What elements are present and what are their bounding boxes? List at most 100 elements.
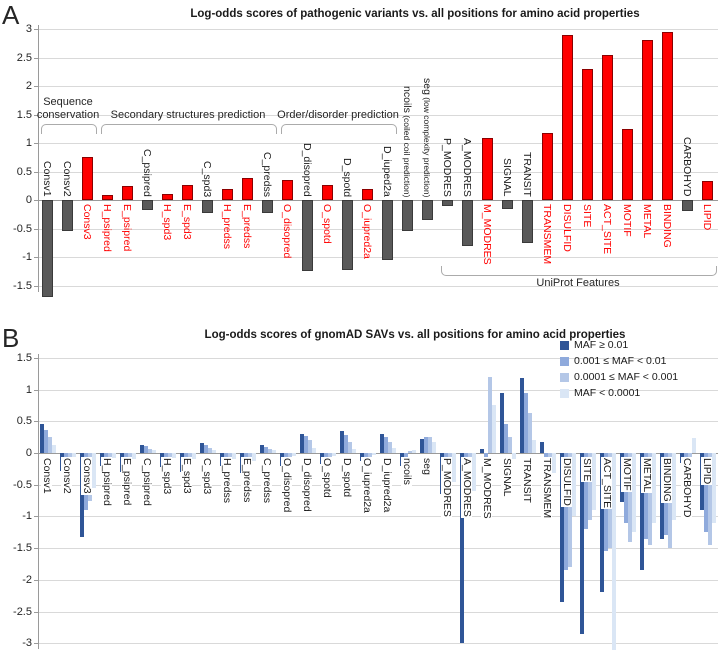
x-label-E_predss: E_predss <box>241 204 254 249</box>
x-label-DISULFID: DISULFID <box>561 204 574 252</box>
y-axis-tick <box>34 421 38 422</box>
y-tick-label: -0.5 <box>13 223 32 235</box>
bar-Consv2-s3 <box>72 453 76 458</box>
bar-DISULFID-s0 <box>560 453 564 602</box>
x-label-MOTIF: MOTIF <box>621 204 634 237</box>
y-tick-label: -3 <box>22 637 32 649</box>
bar-Consv3-s0 <box>80 453 84 538</box>
bar-D_iupred2a-s1 <box>384 437 388 453</box>
y-axis-tick <box>34 229 38 230</box>
bar-E_spd3-s3 <box>192 453 196 460</box>
bar-P_MODRES <box>442 200 453 206</box>
bar-H_psipred-s2 <box>108 453 112 461</box>
bar-SITE-s1 <box>584 453 588 530</box>
bar-O_disopred <box>282 180 293 200</box>
bar-M_MODRES-s3 <box>492 405 496 453</box>
x-label-SIGNAL: SIGNAL <box>501 457 514 498</box>
panel-a-letter: A <box>2 0 20 30</box>
bar-Consv1-s2 <box>48 437 52 453</box>
group-bracket-uniprot-features <box>441 266 717 276</box>
gridline <box>38 172 718 173</box>
bar-M_MODRES <box>482 138 493 200</box>
panel-a-title: Log-odds scores of pathogenic variants v… <box>190 8 640 20</box>
bar-P_MODRES-s3 <box>452 453 456 482</box>
bar-TRANSIT-s2 <box>528 413 532 453</box>
y-tick-label: 3 <box>25 23 32 35</box>
group-bracket-secondary-structures-prediction <box>101 124 277 134</box>
x-label-SITE: SITE <box>581 204 594 228</box>
panel-b-plot: 1.5 1 0.5 0 -0.5 -1 -1.5 -2 -2.5 -3 Consv1 Consv2 Co… <box>0 322 722 667</box>
bar-LIPID-s1 <box>704 453 708 533</box>
gridline <box>38 548 718 549</box>
gridline <box>38 29 718 30</box>
x-label-TRANSIT: TRANSIT <box>521 457 534 504</box>
bar-METAL-s3 <box>652 453 656 523</box>
bar-Consv1 <box>42 200 53 297</box>
bar-BINDING-s3 <box>672 453 676 520</box>
gridline <box>38 286 718 287</box>
bar-O_iupred2a <box>362 188 373 200</box>
bar-H_spd3-s3 <box>172 453 176 459</box>
panel-b-letter: B <box>2 323 20 353</box>
y-tick-label: -1 <box>22 510 32 522</box>
x-label-D_iupred2a: D_iupred2a <box>381 457 394 514</box>
bar-CARBOHYD <box>682 200 693 212</box>
bar-C_spd3-s1 <box>204 445 208 453</box>
bar-D_spotd-s0 <box>340 430 344 453</box>
y-axis-tick <box>34 548 38 549</box>
bar-C_predss-s1 <box>264 446 268 453</box>
y-axis-line <box>38 25 39 292</box>
group-bracket-order-disorder-prediction <box>281 124 397 134</box>
bar-E_psipred <box>122 186 133 200</box>
bar-D_iuped2a <box>382 200 393 260</box>
y-tick-label: 1 <box>25 137 32 149</box>
y-tick-label: 2.5 <box>16 52 32 64</box>
bar-METAL-s1 <box>644 453 648 539</box>
bar-C_predss <box>262 200 273 214</box>
bar-ACT_SITE-s0 <box>600 453 604 593</box>
bar-A_MODRES-s0 <box>460 453 464 644</box>
legend-swatch-maf-ge-001 <box>560 340 569 350</box>
x-label-seg: seg (low complexity prediction) <box>421 77 434 197</box>
x-label-E_predss: E_predss <box>241 457 254 504</box>
bar-C_psipred-s3 <box>152 450 156 453</box>
bar-DISULFID-s2 <box>568 453 572 568</box>
y-axis-tick <box>34 390 38 391</box>
legend-swatch-maf-lt-00001 <box>560 388 569 398</box>
bar-H_psipred <box>102 195 113 200</box>
bar-CARBOHYD-s3 <box>692 438 696 453</box>
legend-label: 0.001 ≤ MAF < 0.01 <box>574 355 667 367</box>
bar-ACT_SITE-s3 <box>612 453 616 650</box>
x-label-H_predss: H_predss <box>221 204 234 249</box>
bar-MOTIF-s2 <box>628 453 632 542</box>
gridline <box>38 115 718 116</box>
x-label-ncoils: ncoils <box>401 457 414 486</box>
y-axis-tick <box>34 286 38 287</box>
bar-C_psipred-s1 <box>144 446 148 453</box>
x-label-H_psipred: H_psipred <box>101 457 114 507</box>
group-label-sequence-conservation: Sequence conservation <box>36 96 100 121</box>
bar-D_iupred2a-s2 <box>388 442 392 453</box>
gridline <box>38 580 718 581</box>
gridline <box>38 485 718 486</box>
bar-C_psipred <box>142 200 153 211</box>
legend-label: 0.0001 ≤ MAF < 0.001 <box>574 371 679 383</box>
x-axis-line <box>38 200 718 201</box>
bar-M_MODRES-s0 <box>480 448 484 453</box>
y-axis-tick <box>34 485 38 486</box>
bar-D_spotd-s1 <box>344 435 348 453</box>
bar-TRANSIT-s3 <box>532 440 536 453</box>
x-label-H_psipred: H_psipred <box>101 204 114 252</box>
bar-D_spotd-s2 <box>348 441 352 453</box>
bar-SIGNAL-s1 <box>504 423 508 453</box>
bar-C_spd3 <box>202 200 213 213</box>
bar-DISULFID-s3 <box>572 453 576 517</box>
y-tick-label: 0.5 <box>16 415 32 427</box>
x-label-O_iupred2a: O_iupred2a <box>361 204 374 259</box>
bar-LIPID-s2 <box>708 453 712 545</box>
bar-SIGNAL <box>502 200 513 209</box>
x-label-SIGNAL: SIGNAL <box>501 158 514 197</box>
legend-swatch-maf-0001-001 <box>560 356 569 366</box>
x-label-C_spd3: C_spd3 <box>201 457 214 496</box>
y-tick-label: 0 <box>25 194 32 206</box>
